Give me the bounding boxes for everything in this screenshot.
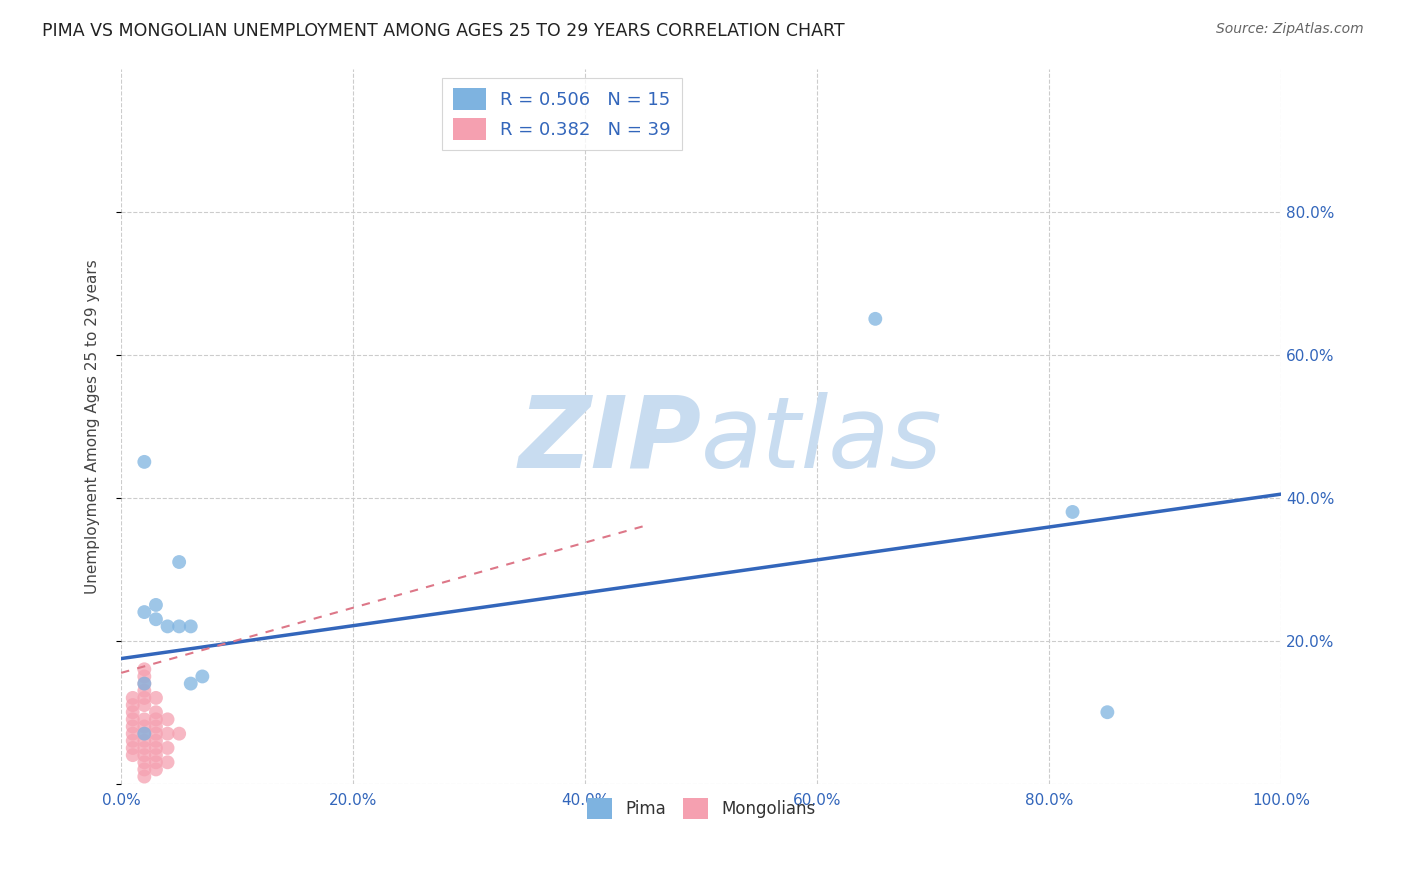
Point xyxy=(167,726,190,740)
Point xyxy=(134,770,156,784)
Point xyxy=(191,669,214,683)
Text: atlas: atlas xyxy=(702,392,943,489)
Point xyxy=(134,662,156,676)
Point xyxy=(134,676,156,690)
Point xyxy=(134,712,156,726)
Point xyxy=(134,676,156,690)
Point xyxy=(134,605,156,619)
Legend: Pima, Mongolians: Pima, Mongolians xyxy=(581,792,823,825)
Point xyxy=(145,705,167,719)
Point xyxy=(121,726,143,740)
Point xyxy=(134,726,156,740)
Point xyxy=(145,719,167,733)
Point xyxy=(134,763,156,777)
Point xyxy=(156,726,179,740)
Point xyxy=(121,690,143,705)
Point xyxy=(121,705,143,719)
Point xyxy=(145,763,167,777)
Point xyxy=(167,619,190,633)
Point xyxy=(145,726,167,740)
Point xyxy=(134,698,156,712)
Point xyxy=(156,741,179,756)
Text: ZIP: ZIP xyxy=(519,392,702,489)
Point xyxy=(865,311,887,326)
Text: PIMA VS MONGOLIAN UNEMPLOYMENT AMONG AGES 25 TO 29 YEARS CORRELATION CHART: PIMA VS MONGOLIAN UNEMPLOYMENT AMONG AGE… xyxy=(42,22,845,40)
Point xyxy=(145,690,167,705)
Point xyxy=(121,741,143,756)
Point xyxy=(134,726,156,740)
Point xyxy=(134,748,156,763)
Point xyxy=(134,690,156,705)
Point xyxy=(1062,505,1084,519)
Point xyxy=(134,455,156,469)
Point xyxy=(180,676,202,690)
Point xyxy=(145,748,167,763)
Point xyxy=(156,619,179,633)
Point xyxy=(134,741,156,756)
Point xyxy=(180,619,202,633)
Point xyxy=(134,669,156,683)
Point xyxy=(1097,705,1119,719)
Y-axis label: Unemployment Among Ages 25 to 29 years: Unemployment Among Ages 25 to 29 years xyxy=(86,259,100,593)
Point xyxy=(121,748,143,763)
Point xyxy=(145,741,167,756)
Point xyxy=(134,719,156,733)
Point xyxy=(145,734,167,748)
Point xyxy=(121,734,143,748)
Point xyxy=(156,712,179,726)
Point xyxy=(134,756,156,770)
Point xyxy=(145,712,167,726)
Point xyxy=(134,734,156,748)
Point xyxy=(145,598,167,612)
Point xyxy=(134,683,156,698)
Text: Source: ZipAtlas.com: Source: ZipAtlas.com xyxy=(1216,22,1364,37)
Point xyxy=(156,756,179,770)
Point xyxy=(121,719,143,733)
Point xyxy=(121,698,143,712)
Point xyxy=(167,555,190,569)
Point xyxy=(121,712,143,726)
Point xyxy=(145,756,167,770)
Point xyxy=(145,612,167,626)
